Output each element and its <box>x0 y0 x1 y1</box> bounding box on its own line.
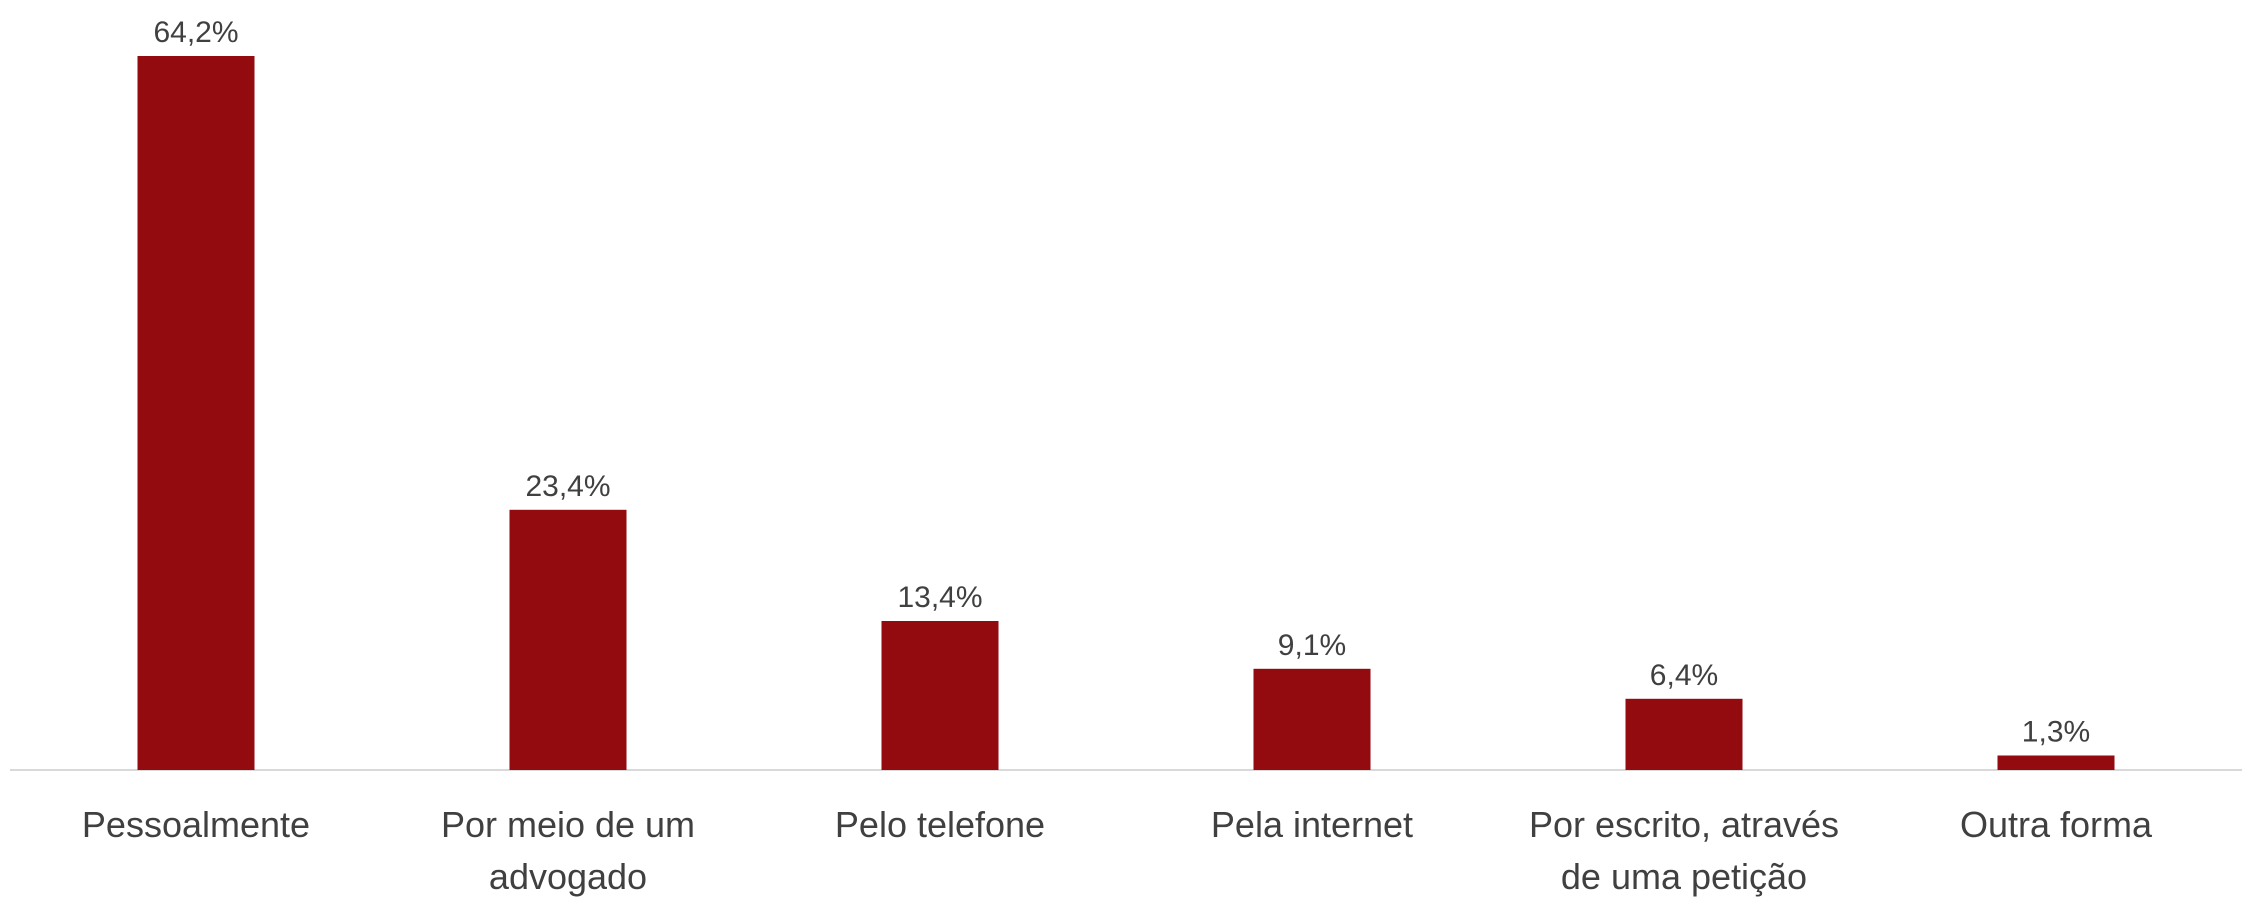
category-label-pela-internet: Pela internet <box>1211 804 1413 845</box>
data-label-por-meio-de-um-advogado: 23,4% <box>525 470 610 503</box>
category-label-outra-forma: Outra forma <box>1960 804 2153 845</box>
bar-outra-forma <box>1997 755 2115 770</box>
data-label-pela-internet: 9,1% <box>1278 629 1346 662</box>
category-label-pelo-telefone: Pelo telefone <box>835 804 1045 845</box>
data-labels-group: 64,2% 23,4% 13,4% 9,1% 6,4% 1,3% <box>153 16 2090 749</box>
data-label-pessoalmente: 64,2% <box>153 16 238 49</box>
category-label-por-meio-de-um-advogado: Por meio de um advogado <box>441 804 695 897</box>
data-label-outra-forma: 1,3% <box>2022 716 2090 749</box>
bar-por-escrito-atraves-de-uma-peticao <box>1625 698 1743 770</box>
category-label-por-escrito-atraves-de-uma-peticao: Por escrito, através de uma petição <box>1529 804 1839 897</box>
bar-pessoalmente <box>137 56 255 770</box>
bar-pelo-telefone <box>881 621 999 770</box>
bar-por-meio-de-um-advogado <box>509 509 627 770</box>
data-label-por-escrito-atraves-de-uma-peticao: 6,4% <box>1650 659 1718 692</box>
category-labels-group: Pessoalmente Por meio de um advogado Pelo t… <box>82 804 2153 897</box>
bar-pela-internet <box>1253 668 1371 770</box>
data-label-pelo-telefone: 13,4% <box>897 581 982 614</box>
bars-group <box>137 56 2115 770</box>
category-label-pessoalmente: Pessoalmente <box>82 804 310 845</box>
